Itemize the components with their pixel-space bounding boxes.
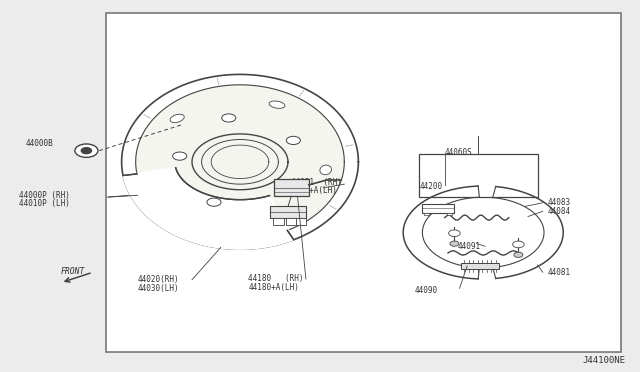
Bar <box>270 206 306 218</box>
Text: 44051  (RH): 44051 (RH) <box>291 178 342 187</box>
Circle shape <box>277 188 291 196</box>
Bar <box>274 179 309 196</box>
Bar <box>461 263 499 269</box>
Polygon shape <box>123 168 294 249</box>
Bar <box>273 218 284 225</box>
Ellipse shape <box>320 165 332 175</box>
Text: 44000P (RH): 44000P (RH) <box>19 191 70 200</box>
Bar <box>424 213 429 215</box>
Text: 44060S: 44060S <box>445 148 472 157</box>
Bar <box>286 218 296 225</box>
Text: 44180+A(LH): 44180+A(LH) <box>248 283 299 292</box>
Circle shape <box>513 241 524 248</box>
Circle shape <box>450 241 459 246</box>
Bar <box>296 218 306 225</box>
Bar <box>422 204 454 213</box>
Circle shape <box>207 198 221 206</box>
Circle shape <box>286 136 300 144</box>
Text: 44081: 44081 <box>547 268 570 277</box>
Text: 44051+A(LH): 44051+A(LH) <box>287 186 337 195</box>
Ellipse shape <box>269 101 285 108</box>
Text: FRONT: FRONT <box>61 267 85 276</box>
Polygon shape <box>123 85 344 230</box>
Text: 44030(LH): 44030(LH) <box>138 284 179 293</box>
Bar <box>419 154 538 197</box>
Text: 44000B: 44000B <box>26 139 53 148</box>
Text: 44200: 44200 <box>419 182 442 191</box>
Circle shape <box>514 252 523 257</box>
Ellipse shape <box>170 114 184 123</box>
Text: 44091: 44091 <box>458 242 481 251</box>
Bar <box>106 13 621 352</box>
Circle shape <box>221 114 236 122</box>
Text: 44180   (RH): 44180 (RH) <box>248 275 304 283</box>
Text: 44090: 44090 <box>415 286 438 295</box>
Text: 44020(RH): 44020(RH) <box>138 275 179 284</box>
Circle shape <box>75 144 98 157</box>
Bar <box>447 213 452 215</box>
Text: 44083: 44083 <box>547 198 570 207</box>
Text: 44010P (LH): 44010P (LH) <box>19 199 70 208</box>
Circle shape <box>449 230 460 237</box>
Circle shape <box>173 152 187 160</box>
Circle shape <box>81 148 92 154</box>
Text: 44084: 44084 <box>547 207 570 216</box>
Text: J44100NE: J44100NE <box>583 356 626 365</box>
